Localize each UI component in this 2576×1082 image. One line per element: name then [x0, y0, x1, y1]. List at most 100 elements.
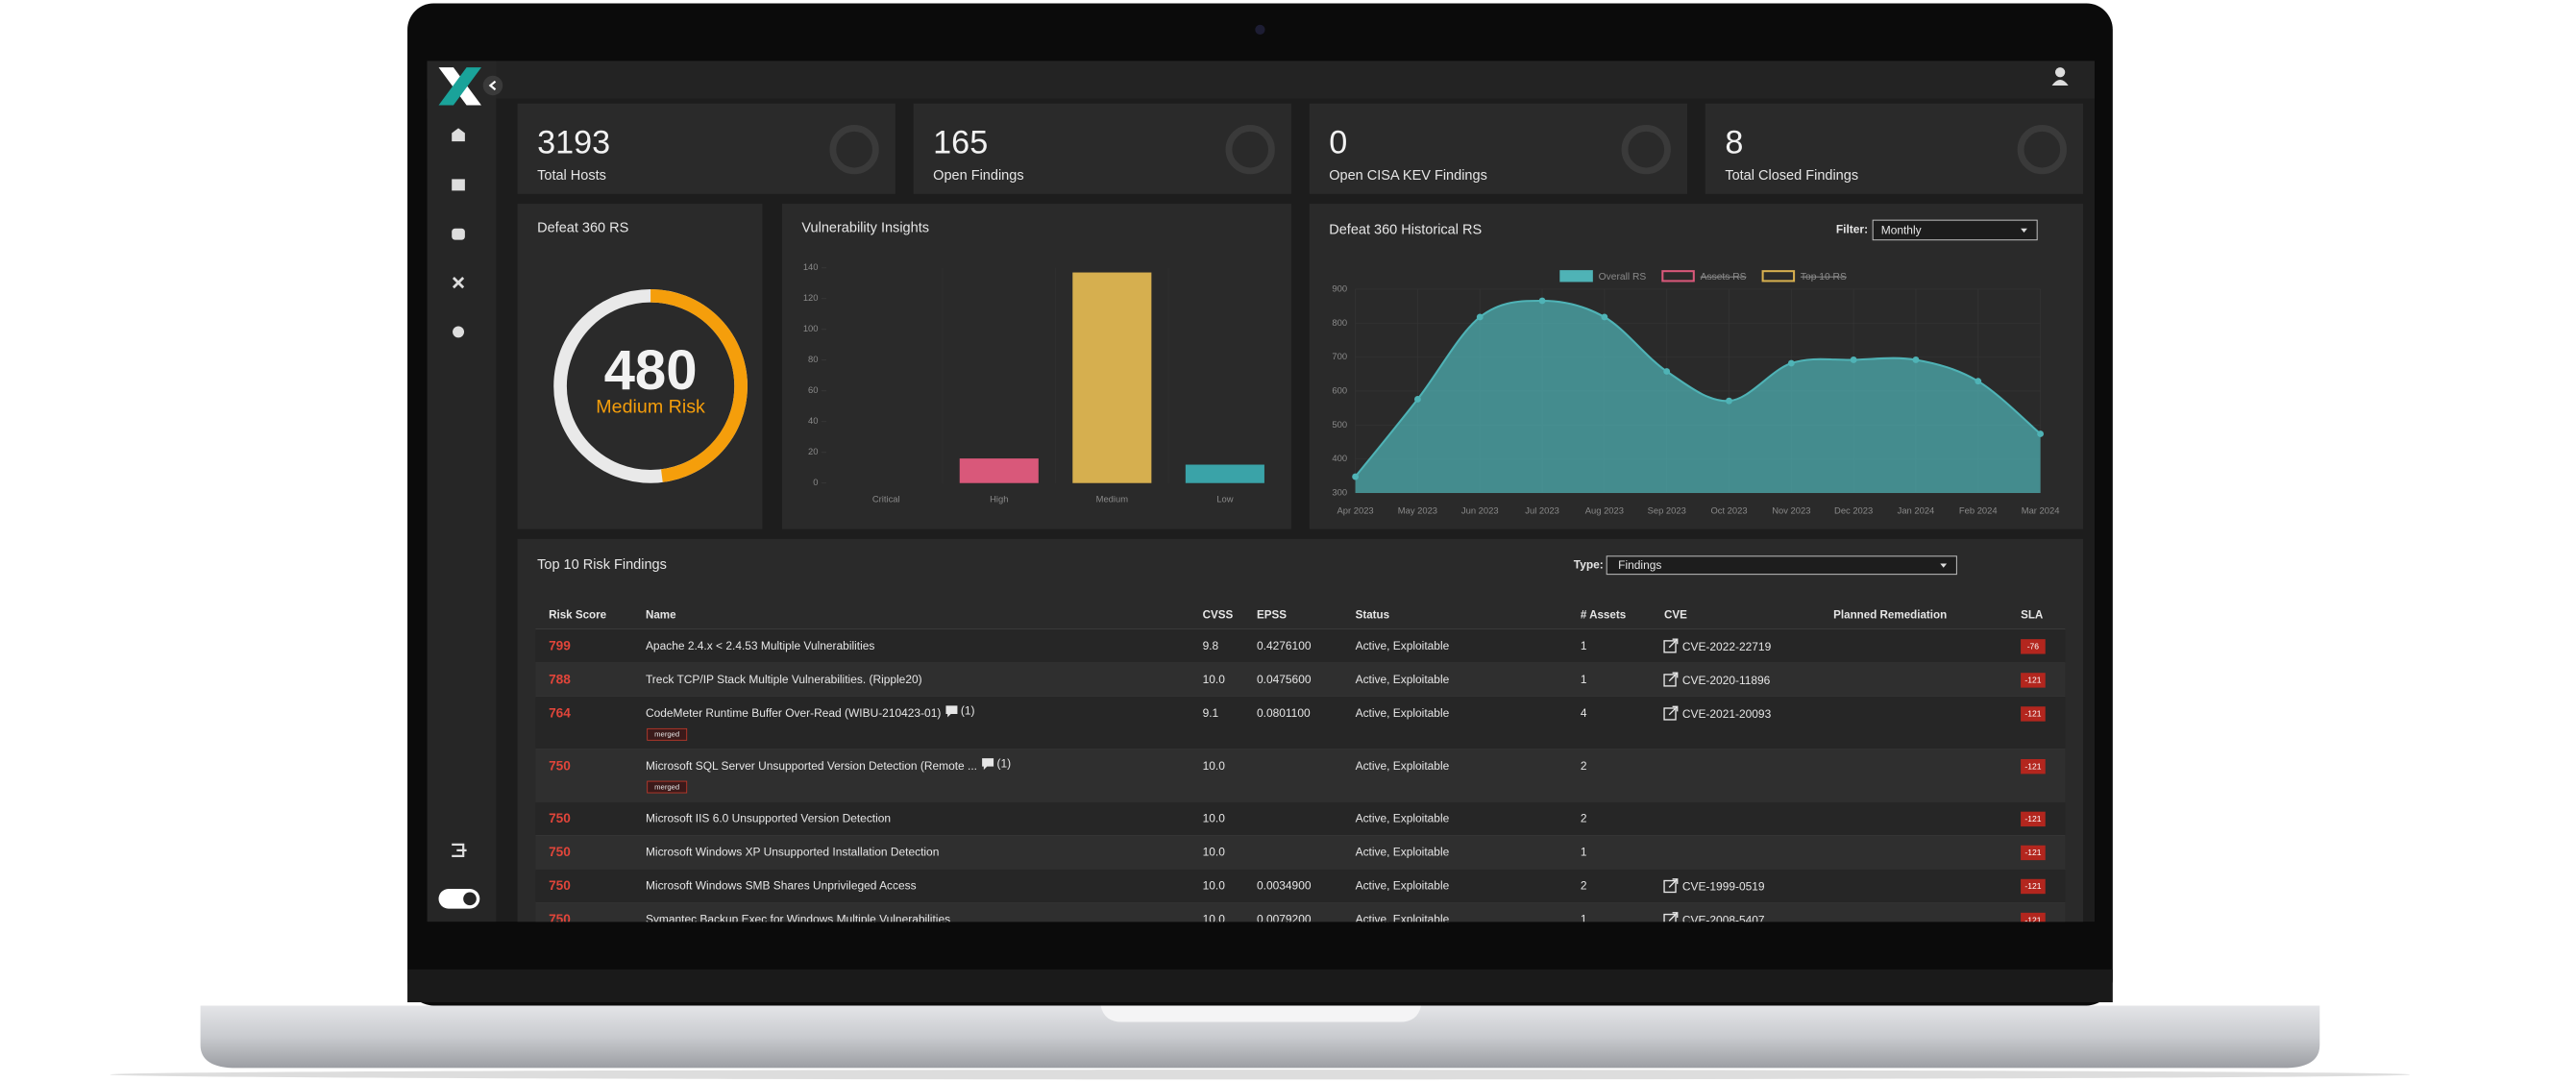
- x-tick-label: Oct 2023: [1710, 504, 1747, 515]
- column-header: Planned Remediation: [1833, 608, 1947, 621]
- assets: 1: [1581, 639, 1587, 652]
- type-select[interactable]: [1606, 555, 1957, 576]
- table-row[interactable]: [535, 662, 2066, 698]
- legend-swatch[interactable]: [1661, 270, 1695, 283]
- point: [1850, 357, 1857, 363]
- dashboard: 3193 Total Hosts 165 Open Findings 0 Open CIS…: [427, 61, 2096, 937]
- line: [1354, 299, 2042, 478]
- sla-badge: [2021, 845, 2046, 861]
- table-row[interactable]: [535, 902, 2066, 937]
- cve-link[interactable]: CVE-2022-22719: [1682, 640, 1772, 653]
- y-tick-label: 120: [803, 292, 819, 303]
- legend-label[interactable]: Overall RS: [1599, 272, 1647, 283]
- finding-name: Microsoft Windows SMB Shares Unprivilege…: [646, 879, 917, 893]
- cve-link[interactable]: CVE-1999-0519: [1682, 880, 1765, 894]
- risk-score: 750: [549, 758, 571, 773]
- assets: 1: [1581, 846, 1587, 859]
- finding-name: Treck TCP/IP Stack Multiple Vulnerabilit…: [646, 673, 922, 686]
- link-icon: [1668, 878, 1679, 888]
- point: [1538, 297, 1546, 305]
- sla-badge: [2021, 706, 2046, 722]
- finding-name: Apache 2.4.x < 2.4.53 Multiple Vulnerabi…: [646, 639, 874, 652]
- x-tick-label: May 2023: [1398, 504, 1437, 515]
- assets: 2: [1581, 879, 1587, 893]
- sla: -121: [2024, 915, 2041, 924]
- table-row[interactable]: [535, 835, 2066, 870]
- stat-label: Open Findings: [933, 168, 1023, 184]
- cvss: 10.0: [1203, 913, 1226, 926]
- bot-icon[interactable]: [452, 228, 465, 240]
- cve-link[interactable]: CVE-2021-20093: [1682, 707, 1772, 721]
- stat-icon: [1621, 124, 1671, 175]
- risk-score: 788: [549, 673, 571, 687]
- settings-icon[interactable]: [453, 326, 465, 338]
- point: [1414, 396, 1421, 403]
- tools-icon[interactable]: [452, 277, 465, 289]
- x-tick-label: Dec 2023: [1834, 504, 1873, 515]
- legend-swatch[interactable]: [1559, 270, 1593, 283]
- y-tick-label: 300: [1332, 486, 1347, 497]
- table-row[interactable]: [535, 628, 2066, 663]
- y-tick-label: 80: [808, 354, 818, 364]
- table-row[interactable]: [535, 697, 2066, 750]
- column-header: Name: [646, 608, 676, 621]
- sla: -76: [2027, 642, 2040, 652]
- x-tick-label: Critical: [872, 493, 900, 504]
- link-icon: [1668, 912, 1679, 922]
- top-bar: [427, 61, 2096, 99]
- finding-name: Microsoft SQL Server Unsupported Version…: [646, 759, 977, 773]
- risk-score: 750: [549, 845, 571, 859]
- cve-link[interactable]: CVE-2008-5407: [1682, 914, 1765, 927]
- dropdown-caret: [2021, 228, 2027, 233]
- y-tick-label: 0: [813, 477, 818, 487]
- lid-hinge: [407, 969, 2113, 1003]
- risk-score: 799: [549, 638, 571, 652]
- calendar-icon[interactable]: [452, 179, 465, 191]
- legend-swatch[interactable]: [1761, 270, 1796, 283]
- base-notch: [1100, 1005, 1421, 1022]
- assets: 2: [1581, 759, 1587, 773]
- epss: 0.0034900: [1257, 879, 1312, 893]
- cvss: 10.0: [1203, 812, 1226, 825]
- filter-select[interactable]: [1872, 219, 2038, 241]
- x-tick-label: Jun 2023: [1461, 504, 1499, 515]
- risk-score: 750: [549, 811, 571, 825]
- point: [2037, 430, 2045, 437]
- stat-icon: [1225, 124, 1275, 175]
- y-tick-label: 600: [1332, 384, 1347, 395]
- legend-label[interactable]: Assets RS: [1701, 272, 1747, 283]
- y-tick-label: 400: [1332, 453, 1347, 463]
- home-icon[interactable]: [452, 128, 465, 142]
- cve-link[interactable]: CVE-2020-11896: [1682, 674, 1771, 687]
- cvss: 9.8: [1203, 639, 1219, 652]
- user-icon[interactable]: [2054, 67, 2066, 78]
- point: [1912, 357, 1920, 363]
- table-row[interactable]: [535, 869, 2066, 903]
- point: [1601, 313, 1608, 321]
- bar: [959, 458, 1039, 483]
- legend-label[interactable]: Top 10 RS: [1801, 272, 1847, 283]
- sla-badge: [2021, 639, 2046, 654]
- table-row[interactable]: [535, 749, 2066, 802]
- cvss: 10.0: [1203, 759, 1226, 773]
- x-tick-label: Aug 2023: [1585, 504, 1624, 515]
- area: [1355, 300, 2041, 493]
- logout-icon[interactable]: [452, 843, 467, 857]
- sla-badge: [2021, 878, 2046, 895]
- stat-value: 165: [933, 125, 988, 161]
- point: [1476, 313, 1484, 321]
- status: Active, Exploitable: [1356, 846, 1450, 859]
- comment-icon: [982, 758, 994, 771]
- gauge-label: Medium Risk: [596, 396, 705, 417]
- x-tick-label: Low: [1216, 493, 1233, 504]
- y-tick-label: 140: [803, 261, 819, 272]
- sla-badge: [2021, 758, 2046, 775]
- stat-label: Total Hosts: [537, 168, 606, 184]
- table-row[interactable]: [535, 801, 2066, 836]
- status: Active, Exploitable: [1356, 879, 1450, 893]
- cvss: 10.0: [1203, 879, 1226, 893]
- finding-name: Symantec Backup Exec for Windows Multipl…: [646, 913, 950, 926]
- collapse-button[interactable]: [482, 75, 503, 96]
- collapse-icon: [488, 80, 497, 91]
- x-tick-label: Sep 2023: [1648, 504, 1686, 515]
